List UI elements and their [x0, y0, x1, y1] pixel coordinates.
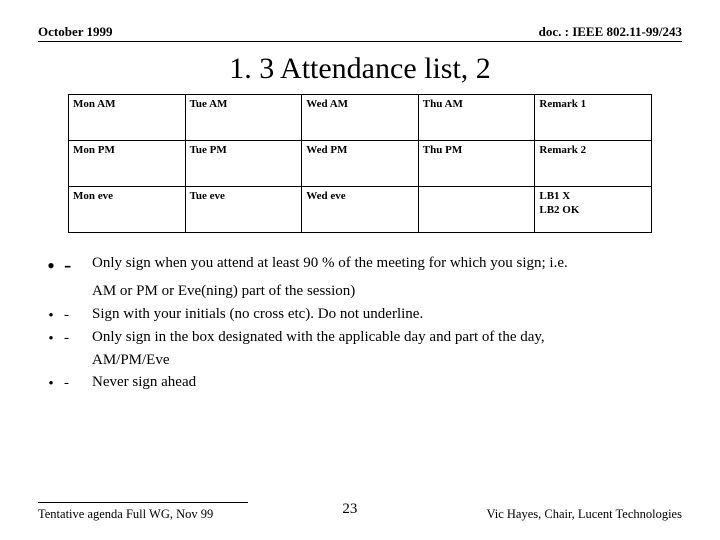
- bullet-cont: AM/PM/Eve: [38, 350, 674, 370]
- cell-wed-pm: Wed PM: [302, 141, 419, 187]
- footer: Tentative agenda Full WG, Nov 99 23 Vic …: [38, 502, 682, 522]
- cell-mon-eve: Mon eve: [69, 187, 186, 233]
- bullet-text: Only sign when you attend at least 90 % …: [92, 253, 674, 273]
- bullet-cont: AM or PM or Eve(ning) part of the sessio…: [38, 281, 674, 301]
- footer-right: Vic Hayes, Chair, Lucent Technologies: [486, 507, 682, 522]
- cell-mon-am: Mon AM: [69, 95, 186, 141]
- bullet-list: • - Only sign when you attend at least 9…: [38, 253, 682, 394]
- page-title: 1. 3 Attendance list, 2: [38, 52, 682, 86]
- dash: -: [64, 327, 92, 348]
- page-number: 23: [342, 501, 357, 518]
- list-item: • - Sign with your initials (no cross et…: [38, 304, 674, 325]
- footer-rule: [38, 502, 248, 503]
- cell-tue-am: Tue AM: [185, 95, 302, 141]
- cell-tue-eve: Tue eve: [185, 187, 302, 233]
- list-item: • - Only sign when you attend at least 9…: [38, 253, 674, 279]
- attendance-table: Mon AM Tue AM Wed AM Thu AM Remark 1 Mon…: [68, 94, 652, 233]
- header-right: doc. : IEEE 802.11-99/243: [539, 24, 682, 40]
- cell-tue-pm: Tue PM: [185, 141, 302, 187]
- bullet-text: Only sign in the box designated with the…: [92, 327, 674, 347]
- cell-wed-am: Wed AM: [302, 95, 419, 141]
- list-item: • - Never sign ahead: [38, 372, 674, 393]
- cell-mon-pm: Mon PM: [69, 141, 186, 187]
- bullet-icon: •: [38, 327, 64, 348]
- bullet-icon: •: [38, 372, 64, 393]
- cell-lb-status: LB1 XLB2 OK: [535, 187, 652, 233]
- dash: -: [64, 372, 92, 393]
- bullet-icon: •: [38, 304, 64, 325]
- cell-thu-pm: Thu PM: [418, 141, 535, 187]
- footer-left: Tentative agenda Full WG, Nov 99: [38, 507, 213, 522]
- cell-remark-2: Remark 2: [535, 141, 652, 187]
- bullet-text: Sign with your initials (no cross etc). …: [92, 304, 674, 324]
- cell-remark-1: Remark 1: [535, 95, 652, 141]
- header: October 1999 doc. : IEEE 802.11-99/243: [38, 24, 682, 42]
- bullet-text: Never sign ahead: [92, 372, 674, 392]
- table-row: Mon PM Tue PM Wed PM Thu PM Remark 2: [69, 141, 652, 187]
- bullet-icon: •: [38, 253, 64, 279]
- dash: -: [64, 253, 92, 276]
- list-item: • - Only sign in the box designated with…: [38, 327, 674, 348]
- header-left: October 1999: [38, 24, 113, 40]
- cell-thu-am: Thu AM: [418, 95, 535, 141]
- cell-wed-eve: Wed eve: [302, 187, 419, 233]
- table-row: Mon eve Tue eve Wed eve LB1 XLB2 OK: [69, 187, 652, 233]
- table-row: Mon AM Tue AM Wed AM Thu AM Remark 1: [69, 95, 652, 141]
- dash: -: [64, 304, 92, 325]
- cell-empty: [418, 187, 535, 233]
